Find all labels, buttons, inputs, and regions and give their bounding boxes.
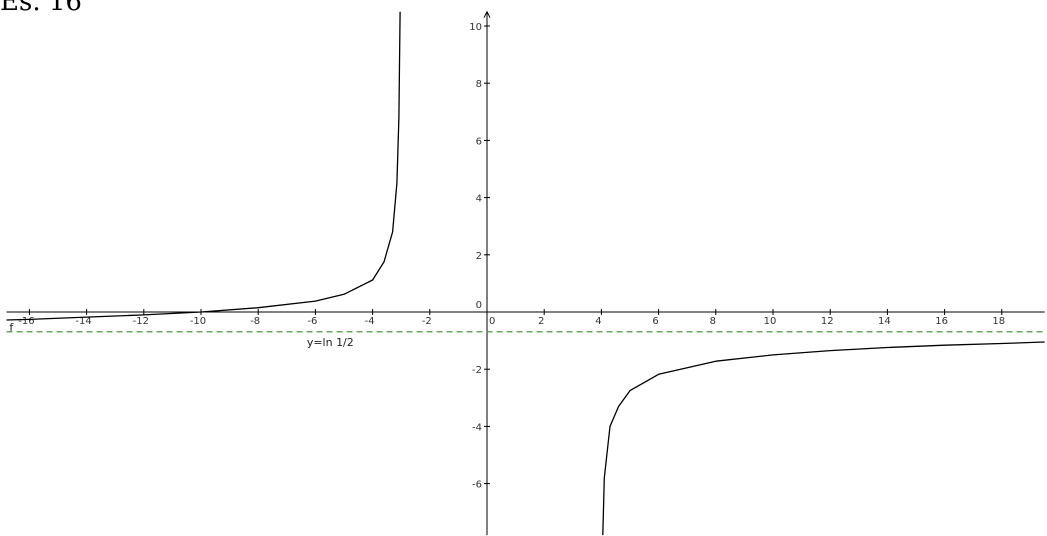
x-tick-label: -12 xyxy=(133,316,149,327)
y-tick-label: 0 xyxy=(476,300,482,311)
x-tick-label: 12 xyxy=(821,316,834,327)
axes xyxy=(6,10,1045,536)
function-label: f xyxy=(9,321,14,334)
x-tick-label: -6 xyxy=(307,316,317,327)
x-tick-label: 8 xyxy=(710,316,716,327)
x-tick-label: 14 xyxy=(878,316,891,327)
x-tick-label: 10 xyxy=(764,316,777,327)
x-tick-label: -8 xyxy=(250,316,260,327)
y-tick-label: -6 xyxy=(472,480,482,491)
x-tick-label: -10 xyxy=(190,316,206,327)
asymptote-label: y=ln 1/2 xyxy=(307,336,354,349)
x-tick-label: 16 xyxy=(935,316,948,327)
tick-marks xyxy=(28,25,1003,485)
x-tick-label: -16 xyxy=(18,316,34,327)
curve-branch xyxy=(602,341,1045,536)
y-tick-label: 6 xyxy=(476,136,482,147)
tick-labels: -16 -14 -12 -10 -8 -6 -4 -2 0 2 4 6 8 10 12 14 16 18 -6 -4 -… xyxy=(18,22,1005,491)
y-tick-label: 10 xyxy=(469,22,482,33)
y-tick-label: -2 xyxy=(472,365,482,376)
curves xyxy=(6,11,1045,536)
x-tick-label: 2 xyxy=(538,316,544,327)
x-tick-label: 18 xyxy=(992,316,1005,327)
x-tick-label: -4 xyxy=(365,316,375,327)
y-tick-label: 4 xyxy=(476,194,482,205)
page-title: Es. 16 xyxy=(0,0,82,17)
x-tick-label: 6 xyxy=(652,316,658,327)
y-tick-label: 8 xyxy=(476,79,482,90)
x-tick-label: 0 xyxy=(489,316,495,327)
y-tick-label: -4 xyxy=(472,422,482,433)
x-tick-label: -14 xyxy=(75,316,91,327)
curve-branch xyxy=(6,11,401,321)
y-axis-arrow xyxy=(483,10,491,18)
x-tick-label: 4 xyxy=(595,316,601,327)
y-tick-label: 2 xyxy=(476,251,482,262)
x-tick-label: -2 xyxy=(422,316,432,327)
